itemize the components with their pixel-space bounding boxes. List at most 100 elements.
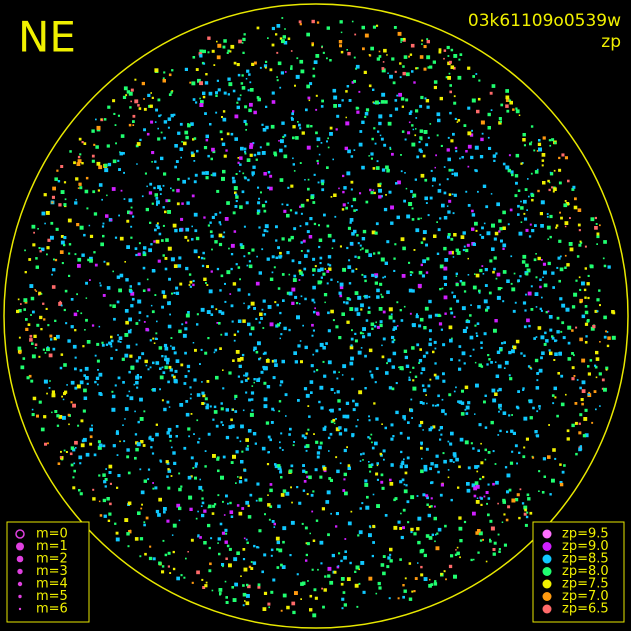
star xyxy=(60,235,64,238)
star xyxy=(79,225,84,230)
star xyxy=(318,400,321,404)
star xyxy=(161,355,164,358)
star xyxy=(414,178,417,181)
star xyxy=(380,454,383,457)
star xyxy=(239,205,243,209)
star xyxy=(311,19,315,24)
star xyxy=(95,145,99,149)
star xyxy=(407,131,411,135)
star xyxy=(281,273,285,276)
star xyxy=(399,558,402,561)
star xyxy=(370,191,374,195)
star xyxy=(553,359,556,361)
star xyxy=(40,293,43,295)
star xyxy=(391,340,395,344)
star xyxy=(540,335,545,340)
zp-label: zp=9.0 xyxy=(562,539,609,554)
star xyxy=(101,343,105,347)
star xyxy=(542,457,546,461)
star xyxy=(375,321,377,324)
star xyxy=(359,460,362,462)
star xyxy=(176,576,180,581)
star xyxy=(543,343,547,346)
star xyxy=(180,363,184,367)
star xyxy=(243,374,245,377)
star xyxy=(228,371,232,375)
star xyxy=(185,135,189,140)
star xyxy=(436,532,439,535)
star xyxy=(226,270,231,275)
star xyxy=(39,250,42,253)
star xyxy=(307,96,311,100)
star xyxy=(165,357,170,362)
star xyxy=(447,157,451,162)
star xyxy=(175,435,178,438)
star xyxy=(162,206,165,209)
star xyxy=(167,551,171,555)
star xyxy=(237,266,241,269)
star xyxy=(230,243,235,248)
star xyxy=(162,294,167,299)
star xyxy=(256,96,260,99)
star xyxy=(163,407,167,412)
star xyxy=(384,514,388,517)
star xyxy=(119,151,123,156)
star xyxy=(303,436,307,440)
star xyxy=(521,502,525,505)
star xyxy=(439,493,443,497)
star xyxy=(49,380,51,382)
star xyxy=(518,451,521,454)
star xyxy=(543,475,546,478)
star xyxy=(378,586,382,590)
star xyxy=(128,198,133,203)
star xyxy=(578,243,582,247)
star xyxy=(374,441,378,446)
star xyxy=(342,190,345,194)
star xyxy=(175,291,180,295)
star xyxy=(557,372,560,375)
image-id: 03k61109o0539w xyxy=(468,11,621,31)
star xyxy=(61,395,63,398)
star xyxy=(510,429,514,433)
star xyxy=(529,511,533,515)
star xyxy=(152,557,156,561)
star xyxy=(292,157,294,160)
star xyxy=(320,406,324,410)
star xyxy=(552,286,555,289)
star xyxy=(250,301,255,306)
star xyxy=(327,436,331,440)
star xyxy=(560,330,563,333)
star xyxy=(497,502,499,505)
star xyxy=(316,451,321,455)
star xyxy=(343,555,347,560)
star xyxy=(284,393,288,397)
star xyxy=(249,142,254,147)
star xyxy=(211,49,215,53)
star xyxy=(237,375,240,378)
star xyxy=(369,470,372,473)
star xyxy=(420,95,424,100)
star xyxy=(415,67,418,70)
star xyxy=(233,557,238,562)
star xyxy=(466,243,470,247)
star xyxy=(263,209,267,213)
star xyxy=(365,249,369,253)
star xyxy=(237,288,241,292)
star xyxy=(594,364,597,367)
star xyxy=(349,361,354,366)
star xyxy=(498,230,501,233)
star xyxy=(143,107,147,111)
star xyxy=(523,512,527,516)
star xyxy=(202,95,206,99)
star xyxy=(361,273,364,276)
star xyxy=(164,210,167,214)
star xyxy=(241,353,245,357)
star xyxy=(18,336,21,339)
star xyxy=(294,295,298,299)
star xyxy=(424,178,428,182)
star xyxy=(361,237,366,241)
star xyxy=(148,104,151,108)
star xyxy=(322,51,325,54)
star xyxy=(315,54,320,58)
star xyxy=(325,500,330,504)
